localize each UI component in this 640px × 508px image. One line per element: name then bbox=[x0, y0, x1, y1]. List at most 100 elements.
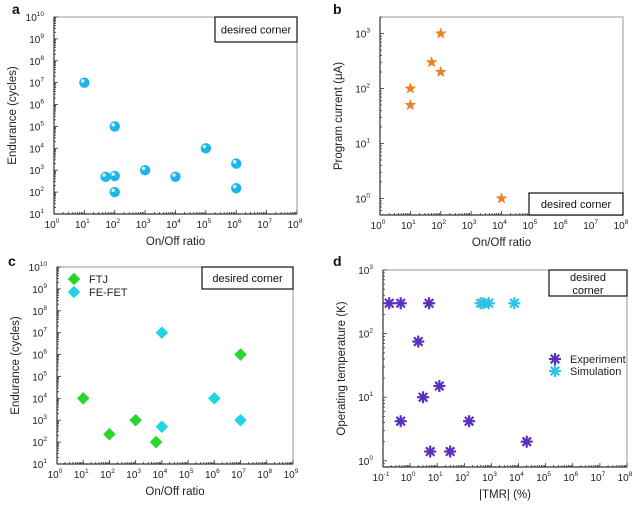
data-point bbox=[412, 335, 425, 348]
data-point bbox=[200, 143, 212, 154]
data-point bbox=[417, 391, 430, 404]
sphere-body bbox=[200, 143, 212, 154]
data-point bbox=[231, 158, 242, 169]
sphere-body bbox=[139, 165, 151, 176]
y-ticks bbox=[383, 269, 387, 468]
x-tick-label: 101 bbox=[428, 471, 443, 484]
panel-label: d bbox=[333, 253, 342, 269]
x-tick-label: 106 bbox=[553, 219, 568, 232]
desired-corner-box: desired corner bbox=[201, 266, 294, 290]
y-tick-label: 101 bbox=[358, 391, 373, 404]
data-point bbox=[404, 82, 417, 94]
legend-marker bbox=[67, 285, 81, 299]
y-tick-label: 107 bbox=[32, 327, 47, 340]
annotation-frame bbox=[214, 16, 298, 43]
y-tick-label: 108 bbox=[32, 305, 47, 318]
x-tick-label: 102 bbox=[105, 218, 120, 231]
annotation-frame bbox=[201, 266, 294, 290]
legend-label: FTJ bbox=[89, 274, 108, 286]
legend-label: FE-FET bbox=[89, 287, 128, 299]
data-point bbox=[149, 435, 163, 449]
series-ftj bbox=[76, 348, 247, 449]
x-tick-label: 100 bbox=[45, 218, 60, 231]
data-point bbox=[463, 415, 476, 428]
y-tick-label: 103 bbox=[29, 164, 44, 177]
y-tick-label: 104 bbox=[29, 142, 44, 155]
asterisk-stroke bbox=[413, 336, 424, 347]
data-point bbox=[394, 415, 407, 428]
asterisk-stroke bbox=[483, 298, 494, 309]
x-tick-label: 103 bbox=[136, 218, 151, 231]
data-point bbox=[155, 420, 169, 434]
x-tick-label: 108 bbox=[618, 471, 633, 484]
y-tick-label: 105 bbox=[32, 370, 47, 383]
sphere-body bbox=[109, 170, 120, 182]
y-tick-label: 101 bbox=[355, 137, 370, 150]
data-point bbox=[139, 165, 151, 176]
y-tick-label: 1010 bbox=[29, 261, 48, 274]
y-tick-label: 109 bbox=[29, 33, 44, 46]
data-point bbox=[394, 297, 407, 310]
plot-frame bbox=[53, 16, 298, 215]
series-fe-fet bbox=[155, 326, 247, 434]
asterisk-stroke bbox=[418, 392, 429, 403]
y-tick-label: 102 bbox=[355, 83, 370, 96]
data-point bbox=[495, 192, 508, 204]
data-point bbox=[103, 427, 116, 441]
data-point bbox=[434, 65, 447, 77]
sphere-body bbox=[79, 77, 90, 88]
legend-label: Experiment bbox=[570, 354, 626, 366]
panel-d: d10-1 100 101 102 103 104 105 106 107 10810010110… bbox=[333, 253, 633, 501]
series-experiment bbox=[383, 297, 533, 458]
x-tick-label: 106 bbox=[227, 218, 242, 231]
asterisk-stroke bbox=[395, 416, 406, 427]
desired-corner-box: desired corner bbox=[528, 192, 624, 216]
y-tick-label: 102 bbox=[32, 436, 47, 449]
x-tick-label: 106 bbox=[563, 471, 578, 484]
x-tick-label: 105 bbox=[523, 219, 538, 232]
legend-marker bbox=[549, 365, 561, 377]
annotation-text: desired bbox=[570, 272, 606, 284]
x-tick-label: 107 bbox=[583, 219, 598, 232]
x-axis-title: On/Off ratio bbox=[472, 237, 531, 249]
y-tick-label: 107 bbox=[29, 77, 44, 90]
x-tick-label: 104 bbox=[166, 218, 181, 231]
data-point bbox=[170, 171, 181, 183]
x-tick-label: 108 bbox=[288, 218, 303, 231]
y-tick-label: 101 bbox=[32, 458, 47, 471]
asterisk-stroke bbox=[445, 446, 456, 457]
sphere-body bbox=[231, 183, 242, 194]
annotation-text: desired corner bbox=[221, 25, 292, 37]
y-tick-label: 100 bbox=[358, 455, 373, 468]
x-tick-label: 107 bbox=[257, 218, 272, 231]
data-point bbox=[444, 445, 457, 458]
x-tick-label: 107 bbox=[231, 468, 246, 481]
asterisk-stroke bbox=[509, 298, 520, 309]
panel-label: c bbox=[8, 253, 16, 269]
y-axis-title: Program current (μA) bbox=[333, 62, 345, 170]
data-point bbox=[234, 413, 247, 427]
y-tick-label: 109 bbox=[32, 283, 47, 296]
asterisk-stroke bbox=[384, 298, 395, 309]
sphere-body bbox=[109, 186, 120, 198]
legend-marker bbox=[549, 353, 561, 365]
sphere-highlight bbox=[80, 79, 85, 83]
x-tick-label: 109 bbox=[284, 468, 299, 481]
panel-label: a bbox=[12, 1, 20, 17]
asterisk-stroke bbox=[549, 365, 561, 377]
x-tick-label: 101 bbox=[75, 218, 90, 231]
y-ticks bbox=[380, 16, 384, 216]
y-tick-label: 103 bbox=[355, 28, 370, 41]
x-tick-label: 108 bbox=[257, 468, 272, 481]
y-tick-label: 103 bbox=[358, 264, 373, 277]
x-tick-label: 100 bbox=[48, 468, 63, 481]
series-simulation bbox=[474, 297, 521, 310]
y-tick-label: 101 bbox=[29, 208, 44, 221]
data-point bbox=[508, 297, 521, 310]
data-point bbox=[79, 77, 90, 88]
asterisk-stroke bbox=[425, 446, 436, 457]
sphere-highlight bbox=[111, 172, 115, 176]
sphere-highlight bbox=[111, 188, 115, 193]
